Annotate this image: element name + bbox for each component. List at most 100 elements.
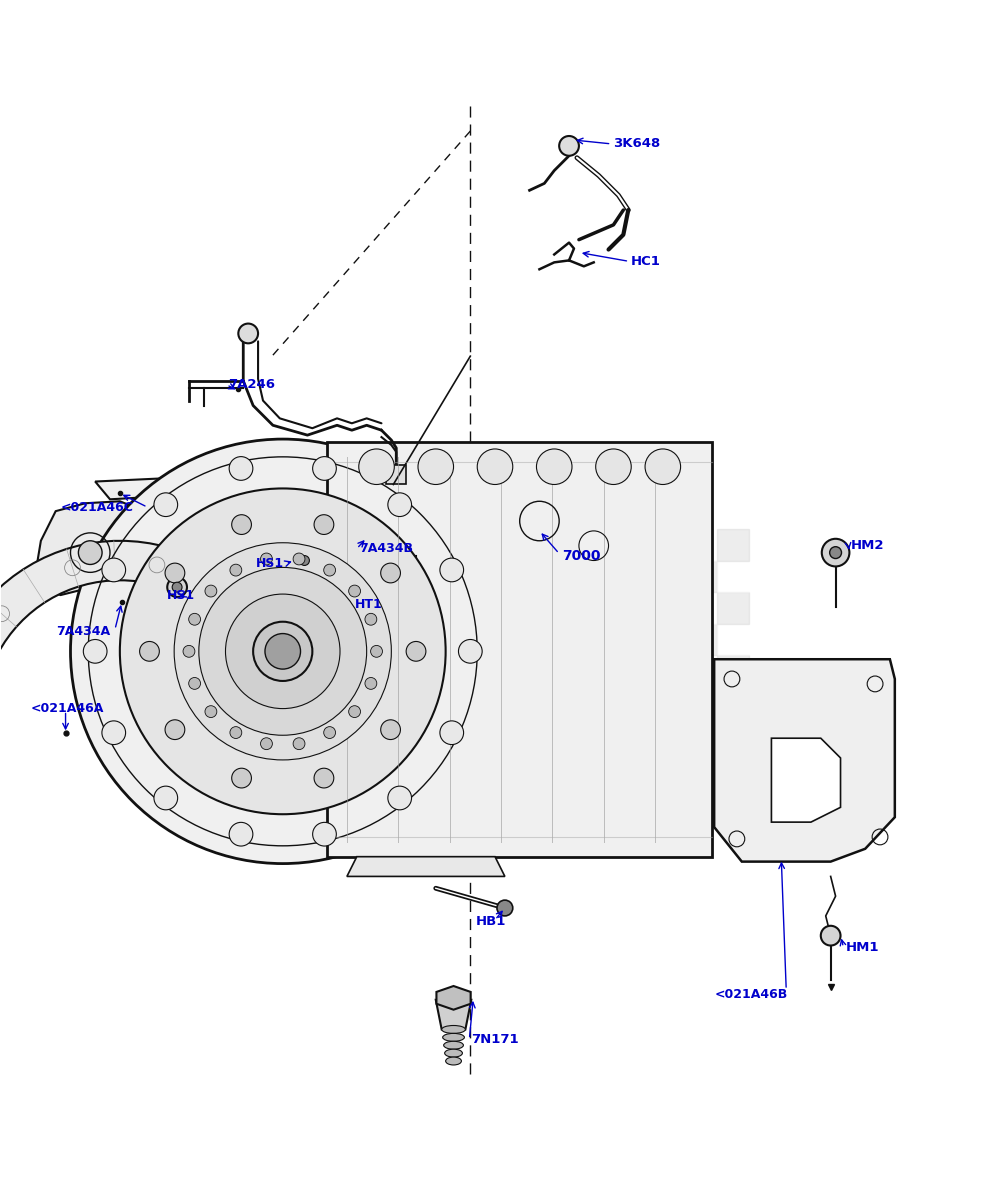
Bar	[591, 592, 623, 624]
Circle shape	[645, 449, 680, 485]
Bar	[623, 592, 654, 624]
Bar	[386, 464, 406, 485]
Circle shape	[313, 457, 337, 480]
Circle shape	[324, 727, 336, 738]
Polygon shape	[771, 738, 841, 822]
Circle shape	[370, 646, 382, 658]
Circle shape	[348, 706, 360, 718]
Bar	[685, 624, 717, 655]
Text: <021A46B: <021A46B	[714, 989, 787, 1001]
Polygon shape	[0, 541, 292, 684]
Circle shape	[165, 563, 185, 583]
Circle shape	[230, 727, 242, 738]
Bar	[654, 529, 685, 560]
Circle shape	[830, 547, 842, 558]
Circle shape	[226, 594, 340, 708]
Circle shape	[167, 577, 187, 598]
Bar	[591, 529, 623, 560]
Circle shape	[324, 564, 336, 576]
Circle shape	[189, 613, 201, 625]
Text: HB1: HB1	[475, 916, 506, 929]
Circle shape	[253, 622, 313, 680]
Circle shape	[440, 721, 463, 744]
Polygon shape	[318, 556, 416, 595]
Bar	[685, 560, 717, 592]
Bar	[559, 560, 591, 592]
Circle shape	[559, 136, 579, 156]
Circle shape	[537, 449, 572, 485]
Bar	[685, 686, 717, 719]
Polygon shape	[36, 502, 169, 595]
Circle shape	[331, 582, 346, 598]
Circle shape	[300, 556, 310, 565]
Circle shape	[205, 586, 217, 596]
Ellipse shape	[443, 1033, 464, 1042]
Circle shape	[295, 551, 315, 570]
Ellipse shape	[444, 1042, 463, 1049]
Circle shape	[232, 515, 251, 534]
Polygon shape	[436, 1000, 471, 1030]
Circle shape	[165, 720, 185, 739]
Circle shape	[232, 768, 251, 788]
Circle shape	[205, 706, 217, 718]
Bar	[591, 655, 623, 686]
Circle shape	[120, 488, 446, 815]
Bar	[591, 560, 623, 592]
Text: <021A46A: <021A46A	[31, 702, 104, 715]
Bar	[654, 624, 685, 655]
Bar	[685, 592, 717, 624]
Bar	[685, 655, 717, 686]
Circle shape	[183, 646, 195, 658]
Text: 7000: 7000	[562, 548, 601, 563]
Polygon shape	[714, 659, 895, 862]
Circle shape	[265, 634, 301, 670]
Bar	[717, 592, 748, 624]
Text: HT1: HT1	[354, 599, 382, 612]
Circle shape	[293, 553, 305, 565]
Circle shape	[154, 786, 177, 810]
Bar	[623, 624, 654, 655]
Circle shape	[365, 678, 377, 689]
Ellipse shape	[446, 1057, 461, 1064]
Bar	[654, 655, 685, 686]
Text: HS1: HS1	[167, 588, 195, 601]
Circle shape	[102, 721, 126, 744]
Bar	[623, 655, 654, 686]
Circle shape	[821, 925, 841, 946]
Circle shape	[102, 558, 126, 582]
Bar	[591, 624, 623, 655]
Text: <021A46C: <021A46C	[60, 500, 134, 514]
Circle shape	[381, 720, 400, 739]
Circle shape	[477, 449, 513, 485]
Bar	[623, 560, 654, 592]
Circle shape	[440, 558, 463, 582]
Circle shape	[358, 449, 394, 485]
Text: 7N171: 7N171	[471, 1033, 519, 1046]
Bar	[717, 529, 748, 560]
Circle shape	[293, 738, 305, 750]
Circle shape	[365, 613, 377, 625]
Circle shape	[822, 539, 849, 566]
Text: 7A246: 7A246	[229, 378, 275, 391]
Circle shape	[83, 640, 107, 664]
Text: 7A434A: 7A434A	[55, 625, 110, 638]
Text: 3K648: 3K648	[614, 138, 660, 150]
Circle shape	[260, 553, 272, 565]
Circle shape	[229, 822, 252, 846]
Bar	[591, 686, 623, 719]
Bar	[559, 592, 591, 624]
Bar	[654, 560, 685, 592]
Circle shape	[314, 768, 334, 788]
Circle shape	[260, 738, 272, 750]
Circle shape	[229, 457, 252, 480]
Text: scuderia: scuderia	[189, 529, 549, 602]
Text: HM1: HM1	[845, 941, 879, 954]
Circle shape	[78, 541, 102, 564]
Bar	[559, 655, 591, 686]
Ellipse shape	[442, 1026, 465, 1033]
Bar	[623, 686, 654, 719]
Circle shape	[497, 900, 513, 916]
Bar	[685, 529, 717, 560]
Circle shape	[596, 449, 632, 485]
Circle shape	[406, 642, 426, 661]
